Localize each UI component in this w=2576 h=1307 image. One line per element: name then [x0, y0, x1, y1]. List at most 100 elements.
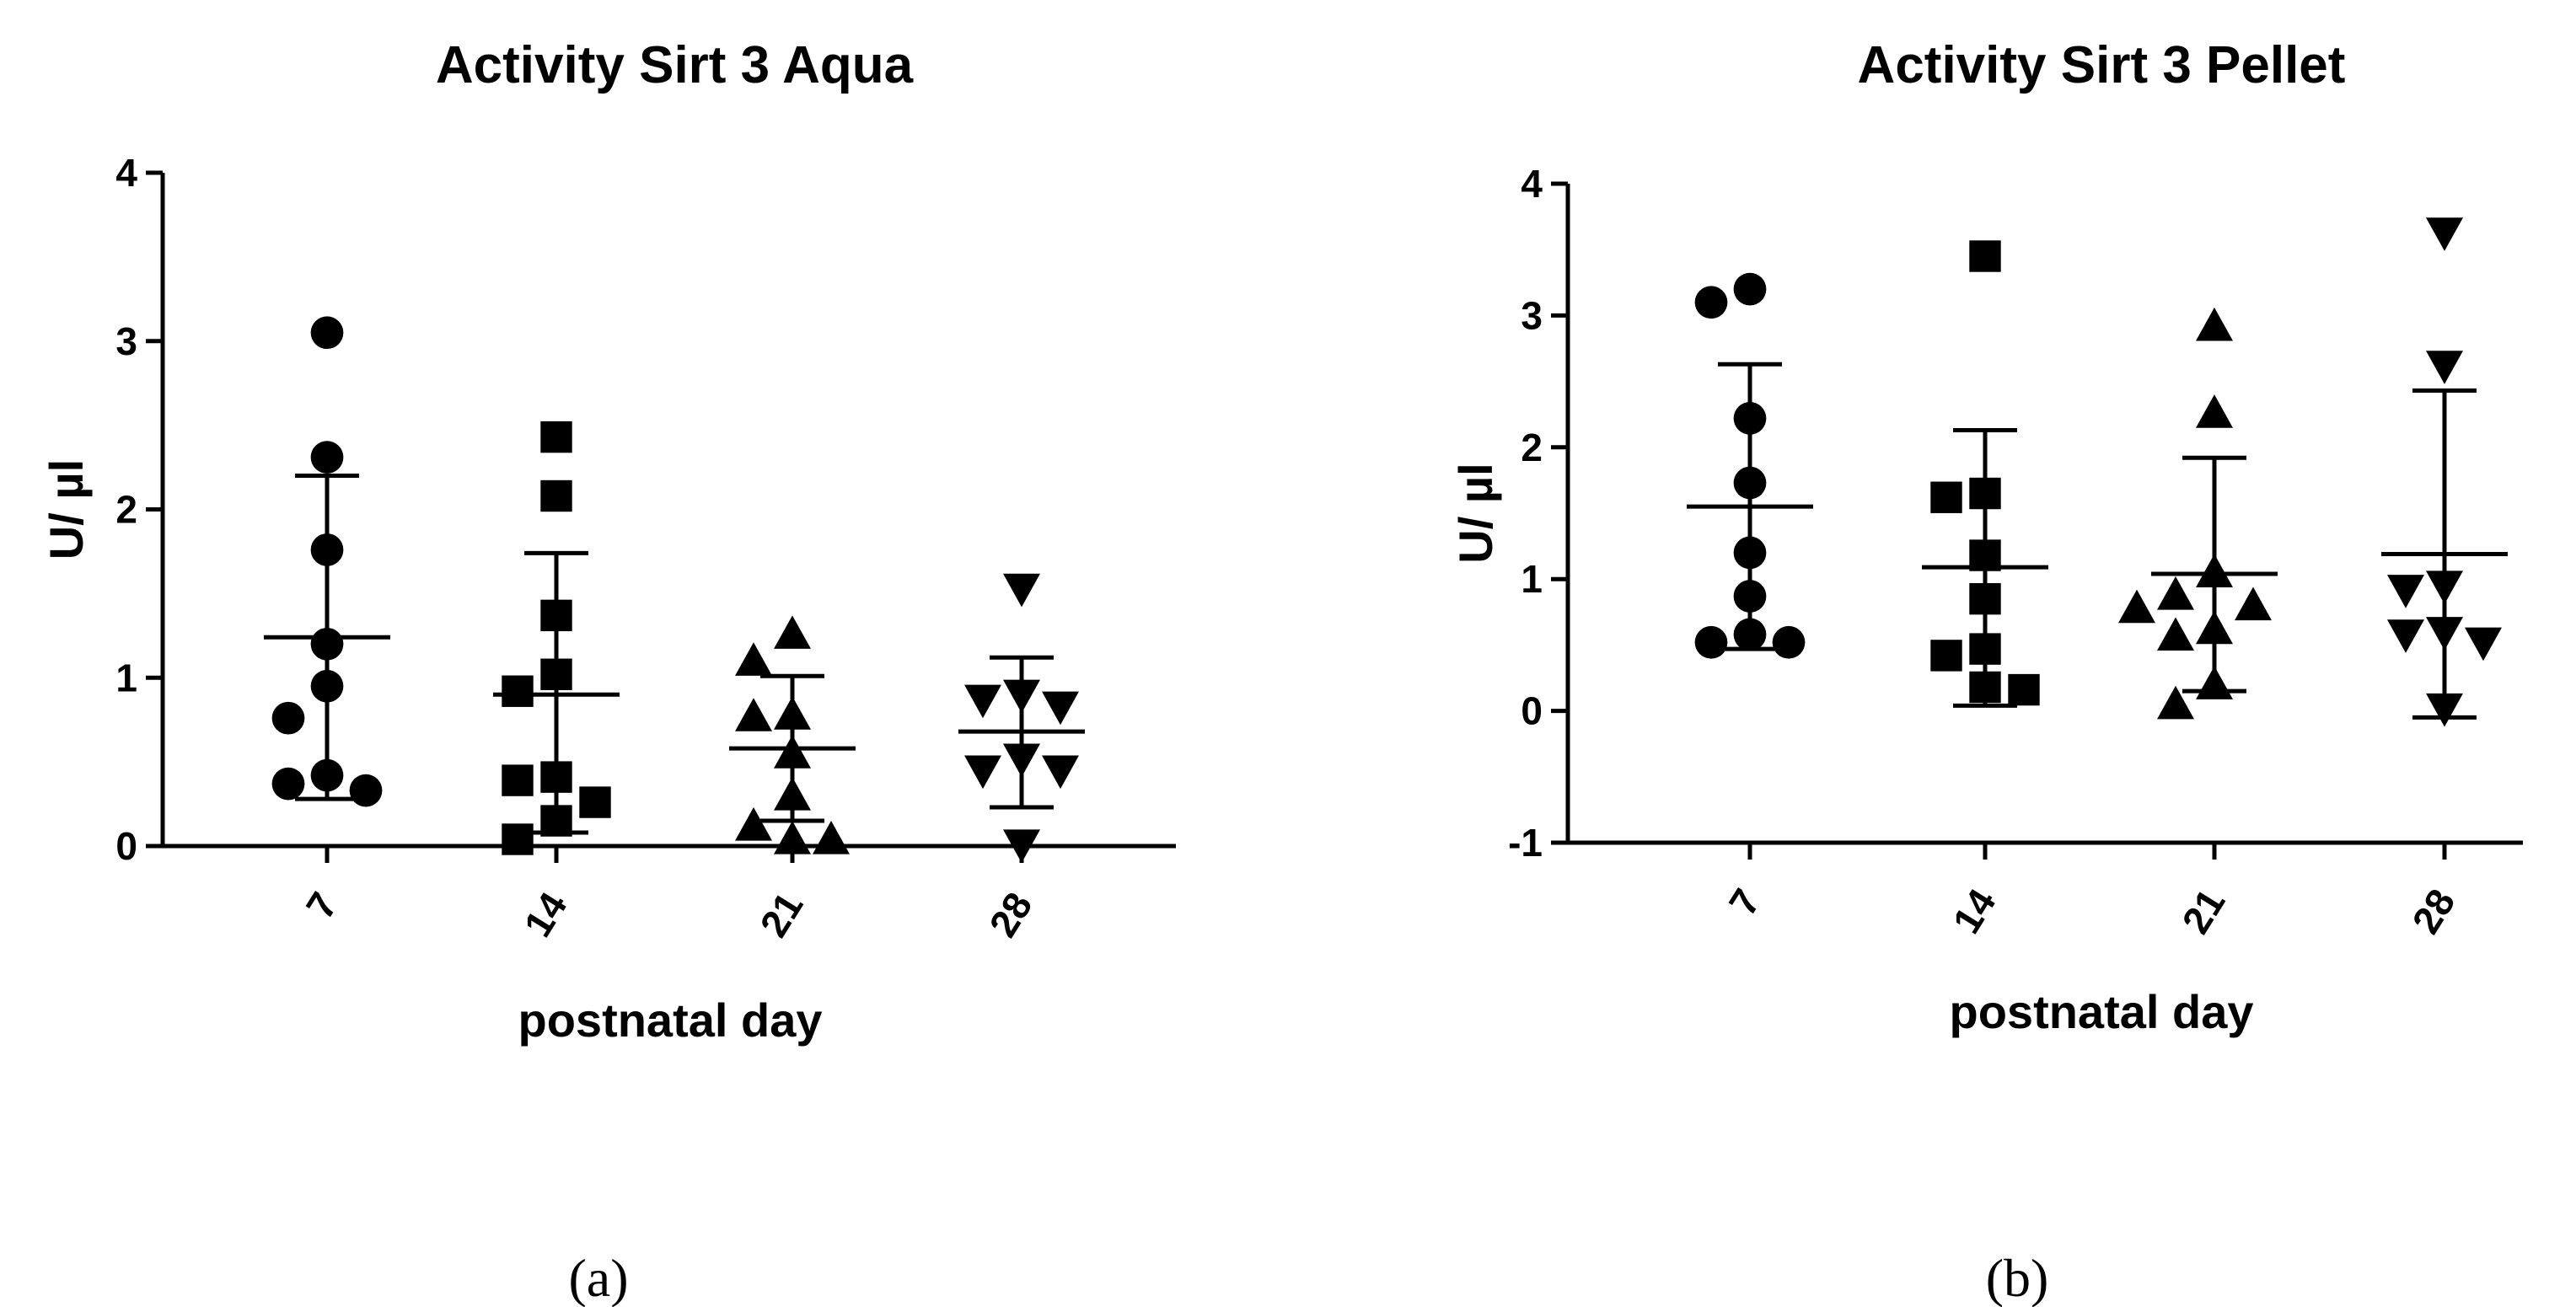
data-point: [502, 675, 534, 707]
data-point: [2426, 217, 2463, 251]
y-tick-label: 4: [1521, 162, 1543, 206]
y-tick-label: 0: [1521, 689, 1543, 733]
data-point: [2196, 666, 2233, 699]
chart-aqua: Activity Sirt 3 Aqua U/ µl postnatal day 0 1…: [40, 36, 1176, 1307]
y-tick-label: 2: [115, 488, 137, 532]
data-point: [2426, 693, 2463, 727]
data-point: [774, 696, 811, 730]
y-tick-label: 3: [1521, 293, 1543, 337]
data-point: [540, 420, 572, 453]
x-tick-label: 14: [1944, 881, 2004, 940]
data-point: [2157, 617, 2194, 651]
data-point: [310, 758, 344, 792]
data-point: [1003, 829, 1040, 864]
x-axis-label: postnatal day: [518, 994, 823, 1047]
y-tick-label: 2: [1521, 426, 1543, 469]
data-point: [502, 823, 534, 855]
x-tick-label: 21: [2173, 881, 2233, 941]
data-point: [735, 807, 772, 841]
data-point: [1733, 402, 1767, 435]
chart-pellet: Activity Sirt 3 Pellet U/ µl postnatal day…: [1449, 36, 2523, 1307]
data-point: [2235, 587, 2272, 621]
data-point: [1003, 573, 1040, 608]
data-point: [1733, 466, 1767, 500]
data-point: [310, 533, 344, 566]
data-point: [579, 786, 611, 818]
data-point: [1003, 743, 1040, 778]
data-point: [2118, 589, 2155, 624]
chart-title: Activity Sirt 3 Aqua: [436, 36, 914, 94]
group-7: [264, 316, 390, 807]
data-point: [2387, 619, 2424, 653]
group-14: [493, 420, 620, 855]
data-point: [2465, 627, 2502, 662]
data-point: [2196, 554, 2233, 587]
data-point: [774, 821, 811, 854]
data-point: [1733, 536, 1767, 570]
data-point: [2196, 610, 2233, 645]
data-point: [2426, 617, 2463, 651]
group-21: [2118, 307, 2278, 720]
data-point: [774, 735, 811, 769]
data-point: [2008, 673, 2040, 706]
data-point: [540, 761, 572, 793]
data-point: [540, 599, 572, 632]
data-point: [1930, 640, 1962, 672]
data-point: [310, 627, 344, 661]
group-28: [958, 573, 1085, 864]
data-point: [964, 684, 1001, 719]
data-point: [1694, 625, 1728, 659]
data-point: [1969, 633, 2001, 665]
data-point: [735, 642, 772, 676]
data-point: [1003, 679, 1040, 714]
data-point: [1969, 240, 2001, 272]
x-tick-label: 28: [980, 885, 1040, 945]
y-tick-label: -1: [1508, 821, 1543, 865]
data-point: [1733, 580, 1767, 613]
x-tick-label: 7: [298, 885, 346, 926]
group-14: [1922, 240, 2048, 708]
y-tick-label: 1: [1521, 557, 1543, 601]
data-point: [271, 701, 305, 735]
x-axis-label: postnatal day: [1950, 985, 2254, 1038]
data-point: [1969, 477, 2001, 510]
x-tick-label: 7: [1720, 881, 1769, 923]
data-point: [310, 441, 344, 474]
data-point: [774, 615, 811, 649]
data-point: [813, 821, 850, 854]
data-point: [2387, 575, 2424, 608]
data-point: [540, 479, 572, 512]
panel-caption: (a): [568, 1248, 628, 1307]
data-point: [2196, 307, 2233, 341]
data-point: [2157, 685, 2194, 720]
data-point: [310, 316, 344, 350]
data-point: [540, 658, 572, 690]
data-point: [310, 669, 344, 703]
y-tick-label: 0: [115, 824, 137, 868]
y-axis-label: U/ µl: [40, 459, 93, 560]
x-tick-label: 21: [751, 885, 811, 945]
y-tick-label: 1: [115, 656, 137, 699]
data-point: [1772, 625, 1806, 659]
data-point: [2426, 570, 2463, 605]
x-tick-label: 14: [515, 884, 575, 944]
panel-caption: (b): [1986, 1248, 2049, 1307]
group-28: [2381, 217, 2508, 727]
y-tick-label: 3: [115, 319, 137, 363]
data-point: [1969, 671, 2001, 704]
chart-title: Activity Sirt 3 Pellet: [1858, 36, 2346, 94]
data-point: [1042, 755, 1079, 790]
data-point: [1930, 481, 1962, 513]
data-point: [2196, 394, 2233, 428]
data-point: [1733, 272, 1767, 306]
data-point: [2426, 351, 2463, 384]
y-tick-label: 4: [115, 151, 137, 195]
data-point: [1042, 691, 1079, 726]
data-point: [1969, 539, 2001, 571]
data-point: [349, 774, 383, 807]
data-point: [774, 777, 811, 811]
data-point: [1733, 618, 1767, 651]
data-point: [271, 767, 305, 801]
group-21: [729, 615, 856, 854]
